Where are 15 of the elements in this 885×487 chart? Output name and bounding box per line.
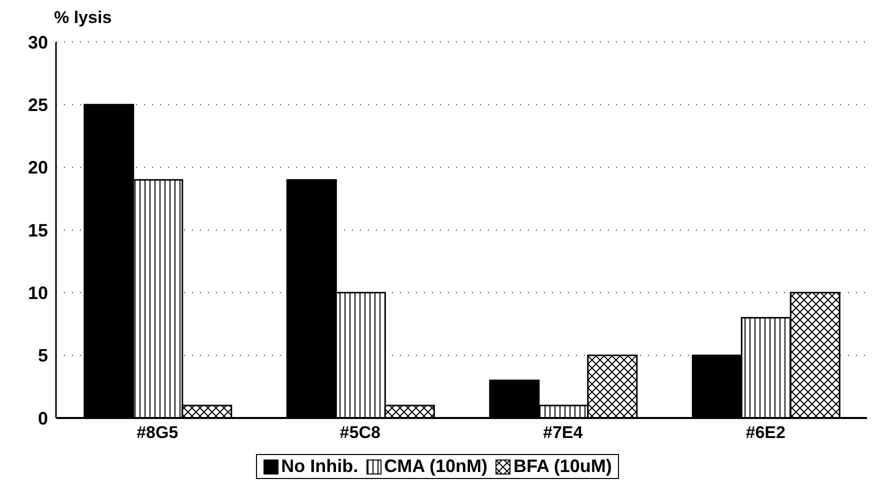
y-tick-label: 20 bbox=[28, 158, 48, 178]
text: CMA (10nM) bbox=[383, 456, 488, 477]
x-tick-label: #5C8 bbox=[340, 423, 380, 442]
legend-label: No Inhib. bbox=[280, 456, 358, 477]
y-axis-title: % lysis bbox=[54, 8, 112, 28]
y-tick-label: 30 bbox=[28, 32, 48, 52]
x-tick-label: #7E4 bbox=[543, 423, 584, 442]
x-tick-label: #8G5 bbox=[136, 423, 178, 442]
x-tick-label: #6E2 bbox=[746, 423, 786, 442]
y-tick-label: 10 bbox=[28, 283, 48, 304]
text: BFA (10uM) bbox=[512, 456, 612, 477]
y-tick-label: 0 bbox=[38, 408, 48, 428]
y-tick-label: 15 bbox=[28, 220, 48, 240]
y-tick-label: 25 bbox=[28, 95, 48, 116]
y-tick-label: 5 bbox=[38, 346, 48, 366]
